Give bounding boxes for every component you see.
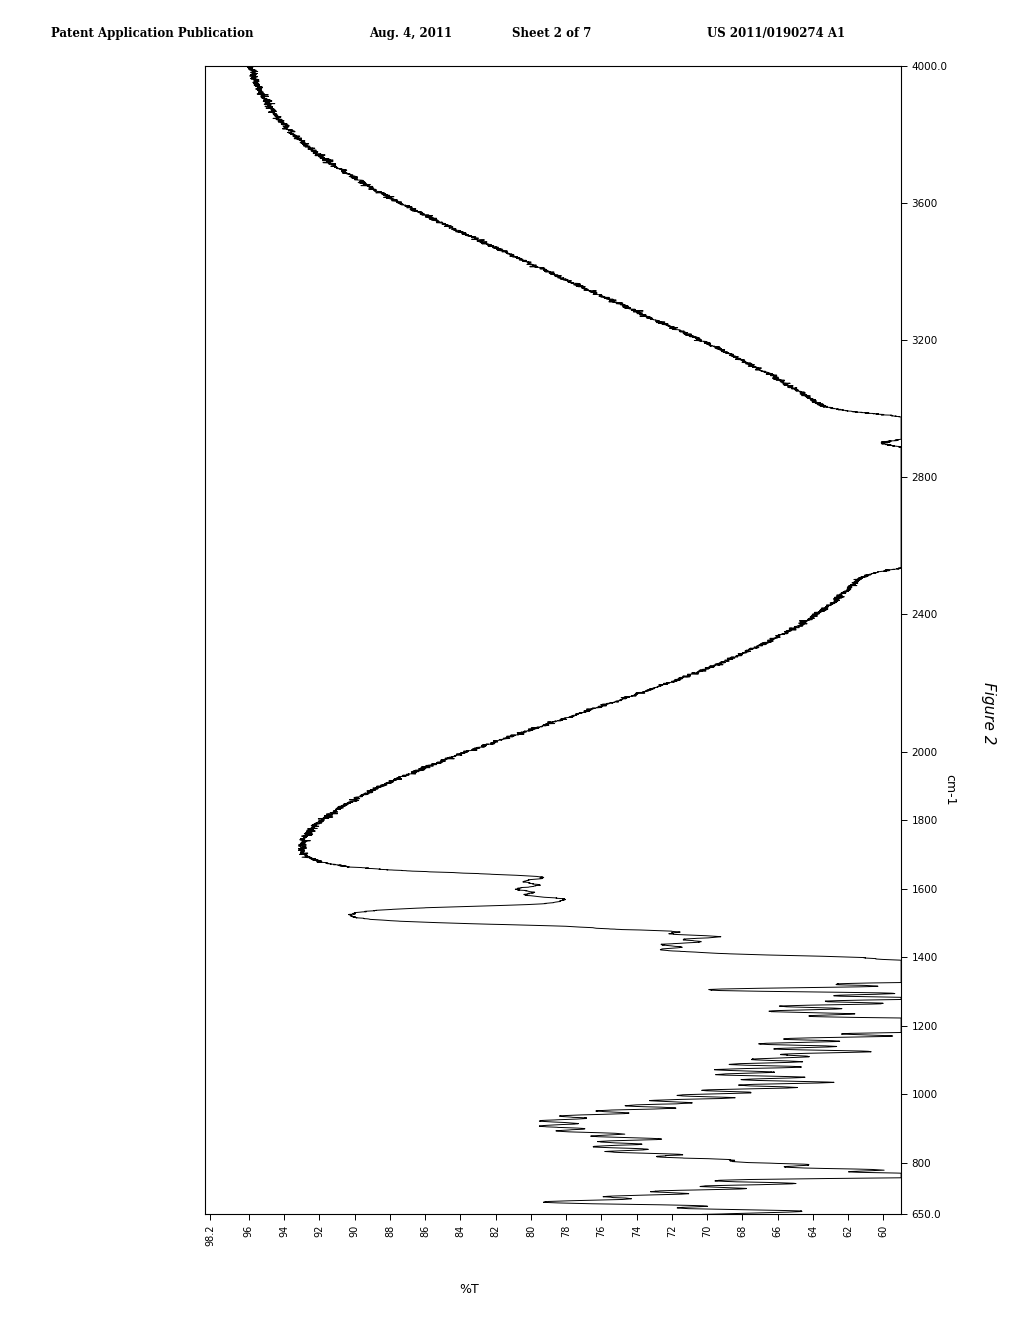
Text: US 2011/0190274 A1: US 2011/0190274 A1 <box>707 26 845 40</box>
Text: cm-1: cm-1 <box>943 774 956 805</box>
Text: Aug. 4, 2011: Aug. 4, 2011 <box>369 26 452 40</box>
Text: %T: %T <box>460 1283 479 1296</box>
Text: Figure 2: Figure 2 <box>981 681 995 744</box>
Text: Patent Application Publication: Patent Application Publication <box>51 26 254 40</box>
Text: Sheet 2 of 7: Sheet 2 of 7 <box>512 26 592 40</box>
